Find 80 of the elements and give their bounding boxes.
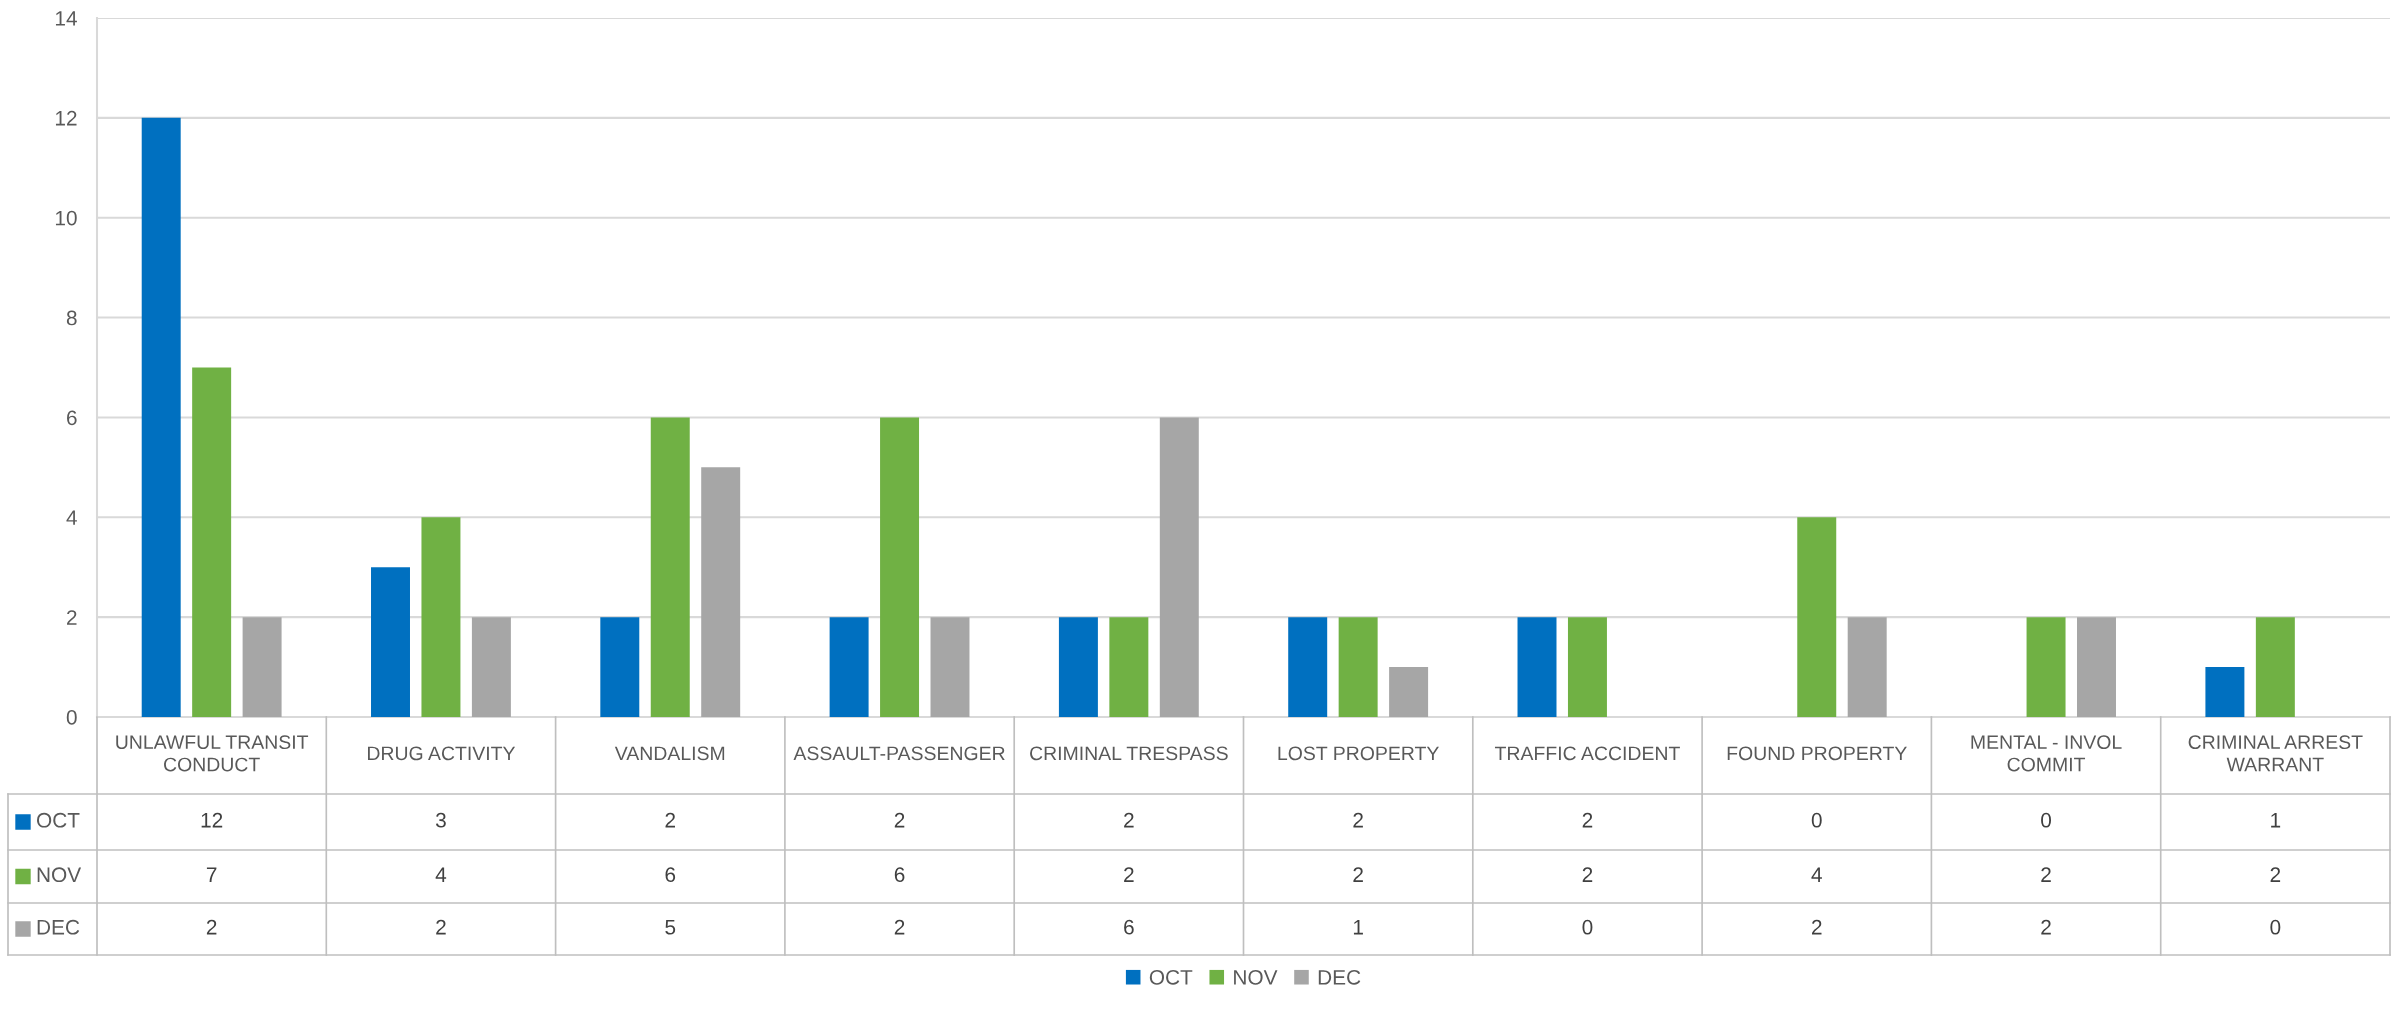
- data-label: 2: [2041, 867, 2051, 882]
- x-tick-label: LOST PROPERTY: [1278, 746, 1439, 761]
- y-tick-label: 8: [66, 310, 77, 326]
- bar: [1109, 617, 1149, 717]
- data-label: 5: [665, 920, 676, 935]
- bar: [1338, 617, 1378, 717]
- bar: [1567, 617, 1607, 717]
- y-tick-label: 6: [67, 410, 77, 426]
- data-label: 6: [1124, 919, 1134, 935]
- data-label: 2: [894, 812, 905, 828]
- bar: [1288, 617, 1328, 717]
- bar: [1797, 517, 1837, 717]
- data-label: 0: [1582, 919, 1593, 935]
- legend-label: NOV: [37, 867, 82, 883]
- data-label: 4: [435, 867, 447, 882]
- bar: [829, 617, 869, 717]
- x-tick-label: CRIMINAL ARREST WARRANT: [2188, 735, 2363, 772]
- data-label: 1: [2271, 813, 2281, 828]
- y-tick-label: 2: [67, 610, 77, 625]
- bar: [701, 467, 741, 717]
- data-label: 3: [435, 812, 446, 828]
- data-label: 2: [1124, 867, 1134, 882]
- bar: [1389, 667, 1429, 717]
- bar: [2077, 617, 2116, 717]
- data-label: 4: [1811, 867, 1822, 882]
- data-label: 6: [894, 867, 905, 883]
- text: OCT: [1149, 969, 1193, 985]
- bar: [1517, 617, 1557, 717]
- y-tick-label: 12: [55, 110, 77, 126]
- data-label: 2: [206, 919, 217, 935]
- data-label: 1: [1353, 920, 1363, 935]
- x-tick-label: FOUND PROPERTY: [1727, 746, 1907, 761]
- x-tick-label: VANDALISM: [614, 746, 725, 761]
- bar: [1159, 417, 1199, 717]
- data-label: 2: [1124, 812, 1134, 828]
- data-label: 2: [2270, 867, 2281, 882]
- data-label: 2: [1582, 812, 1593, 828]
- bar: [371, 567, 410, 717]
- data-label: 0: [1811, 812, 1822, 828]
- bar: [2205, 667, 2245, 717]
- legend-label: DEC: [1318, 969, 1361, 985]
- y-tick-label: 4: [66, 510, 77, 525]
- y-tick-label: 10: [55, 210, 77, 226]
- data-label: 0: [2270, 919, 2281, 935]
- data-label: 2: [894, 919, 905, 935]
- x-tick-label: TRAFFIC ACCIDENT: [1494, 746, 1680, 761]
- x-tick-label: UNLAWFUL TRANSIT CONDUCT: [116, 735, 309, 772]
- y-tick-label: 14: [55, 11, 77, 26]
- bar: [2026, 617, 2066, 717]
- bar: [2255, 617, 2295, 717]
- data-label: 2: [1353, 812, 1363, 828]
- data-label: 2: [1353, 867, 1363, 882]
- bar: [192, 367, 232, 717]
- x-tick-label: MENTAL - INVOL COMMIT: [1971, 735, 2122, 772]
- data-label: 7: [206, 867, 217, 882]
- data-label: 2: [1582, 867, 1593, 882]
- data-label: 6: [665, 867, 676, 883]
- bar: [880, 417, 920, 717]
- bar: [1847, 617, 1887, 717]
- data-label: 2: [665, 812, 675, 828]
- bar: [242, 617, 282, 717]
- data-label: 2: [1812, 919, 1822, 935]
- bar: [930, 617, 970, 717]
- data-label: 12: [201, 812, 223, 828]
- x-tick-label: CRIMINAL TRESPASS: [1030, 746, 1228, 761]
- bar: [471, 617, 511, 717]
- legend-label: OCT: [36, 812, 80, 828]
- bar: [421, 517, 461, 717]
- bar: [600, 617, 640, 717]
- data-label: 0: [2041, 812, 2052, 828]
- text: NOV: [1234, 969, 1278, 985]
- x-tick-label: ASSAULT-PASSENGER: [793, 746, 1005, 761]
- y-tick-label: 0: [66, 710, 77, 725]
- bar: [141, 117, 181, 717]
- text: DEC: [37, 919, 80, 935]
- data-label: 2: [436, 919, 446, 935]
- bar: [650, 417, 690, 717]
- bar: [1058, 617, 1098, 717]
- data-label: 2: [2041, 919, 2051, 935]
- x-tick-label: DRUG ACTIVITY: [368, 746, 516, 761]
